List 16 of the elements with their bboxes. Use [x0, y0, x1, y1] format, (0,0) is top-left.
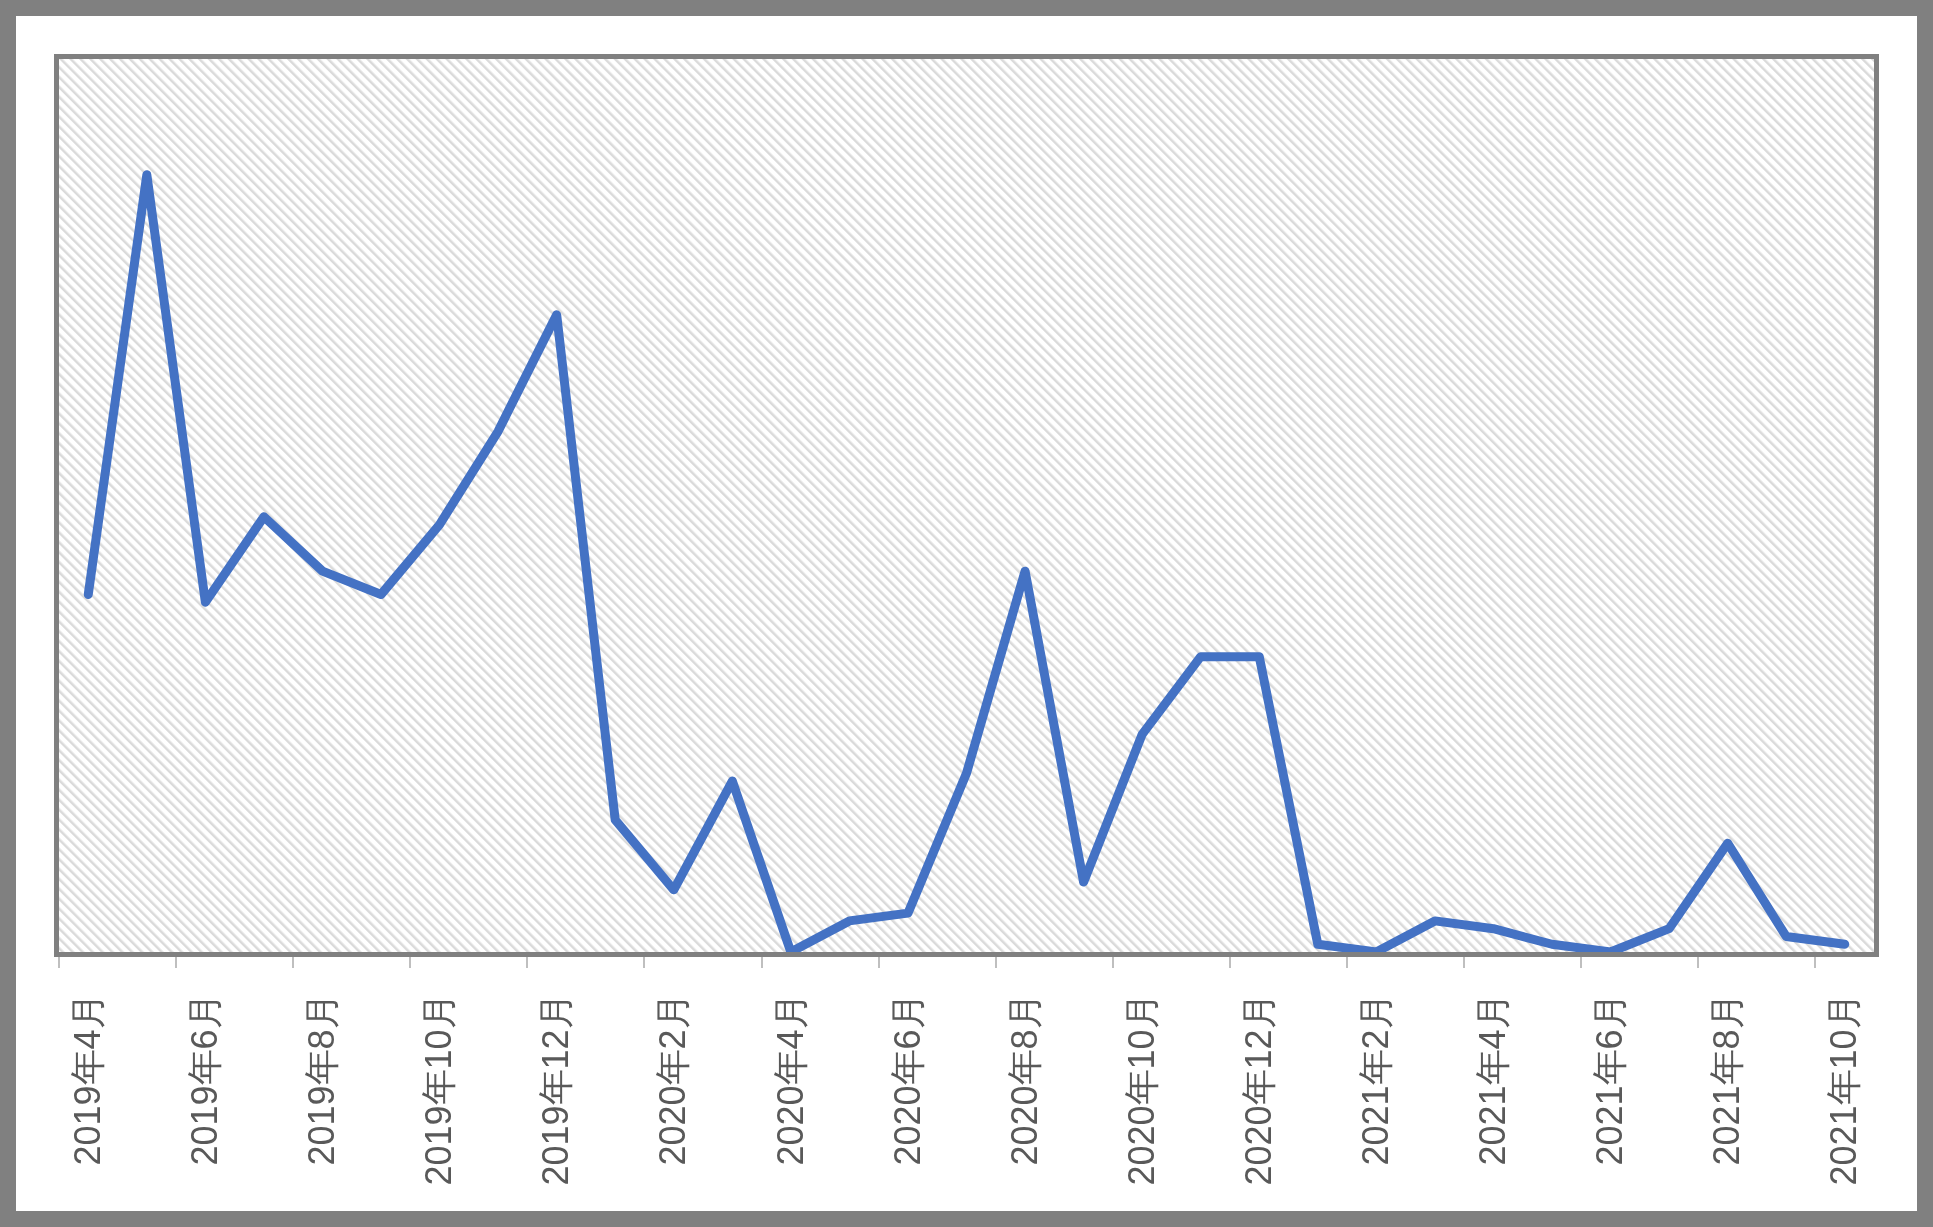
x-tick-label: 2021年10月 [1823, 993, 1865, 1186]
x-tick-label: 2020年10月 [1120, 993, 1162, 1186]
x-tick-label: 2021年2月 [1355, 993, 1397, 1166]
x-tick-label: 2019年10月 [418, 993, 460, 1186]
x-tick-label: 2021年8月 [1706, 993, 1748, 1166]
x-tick-label: 2021年6月 [1589, 993, 1631, 1166]
x-tick-label: 2020年12月 [1237, 993, 1279, 1186]
x-tick-label: 2019年8月 [301, 993, 343, 1166]
x-tick-label: 2019年6月 [184, 993, 226, 1166]
x-tick-label: 2019年12月 [535, 993, 577, 1186]
x-tick-label: 2019年4月 [66, 993, 108, 1166]
x-tick-label: 2020年4月 [769, 993, 811, 1166]
x-tick-label: 2020年2月 [652, 993, 694, 1166]
x-tick-label: 2020年8月 [1003, 993, 1045, 1166]
x-tick-label: 2020年6月 [886, 993, 928, 1166]
x-tick-label: 2021年4月 [1472, 993, 1514, 1166]
